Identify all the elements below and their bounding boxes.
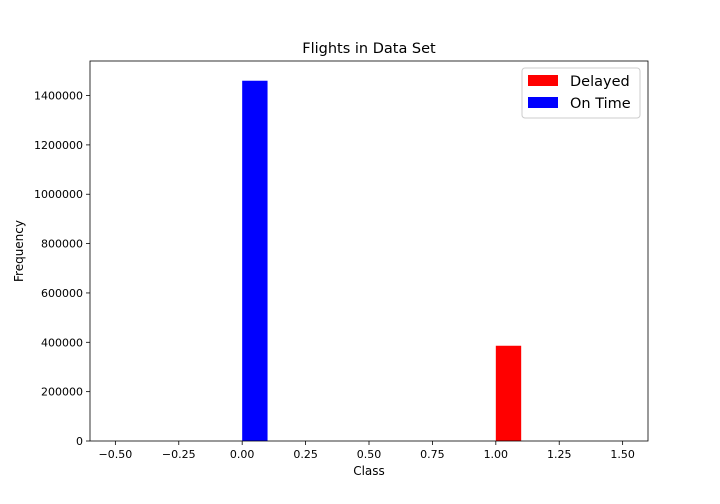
legend-label: Delayed xyxy=(570,74,630,90)
legend-label: On Time xyxy=(570,96,631,112)
y-tick-label: 200000 xyxy=(41,386,83,399)
y-tick-label: 400000 xyxy=(41,336,83,349)
legend: Delayed On Time xyxy=(521,67,641,119)
x-tick-label: 0.50 xyxy=(357,448,382,461)
legend-swatch xyxy=(528,97,558,108)
y-tick-label: 1400000 xyxy=(34,90,83,103)
bar-on-time xyxy=(242,80,268,441)
y-tick-label: 800000 xyxy=(41,238,83,251)
y-axis-label: Frequency xyxy=(12,220,26,282)
x-tick-label: 0.00 xyxy=(230,448,255,461)
x-tick-label: 1.50 xyxy=(610,448,635,461)
y-tick-label: 1200000 xyxy=(34,139,83,152)
legend-swatch xyxy=(528,75,558,86)
chart-title: Flights in Data Set xyxy=(302,41,436,57)
x-tick-label: −0.50 xyxy=(99,448,133,461)
bar-delayed xyxy=(495,345,522,441)
y-tick-label: 0 xyxy=(76,435,83,448)
y-tick-label: 600000 xyxy=(41,287,83,300)
x-tick-label: 0.25 xyxy=(293,448,318,461)
y-tick-label: 1000000 xyxy=(34,188,83,201)
x-tick-label: 0.75 xyxy=(420,448,445,461)
y-ticks: 0 200000 400000 600000 800000 1000000 1200000 1… xyxy=(34,90,90,448)
x-ticks: −0.50 −0.25 0.00 0.25 0.50 0.75 1.00 1.25 1.50 xyxy=(99,441,635,461)
x-tick-label: 1.00 xyxy=(484,448,509,461)
bars-layer xyxy=(242,80,522,441)
x-tick-label: −0.25 xyxy=(162,448,196,461)
x-tick-label: 1.25 xyxy=(547,448,572,461)
x-axis-label: Class xyxy=(353,464,385,478)
